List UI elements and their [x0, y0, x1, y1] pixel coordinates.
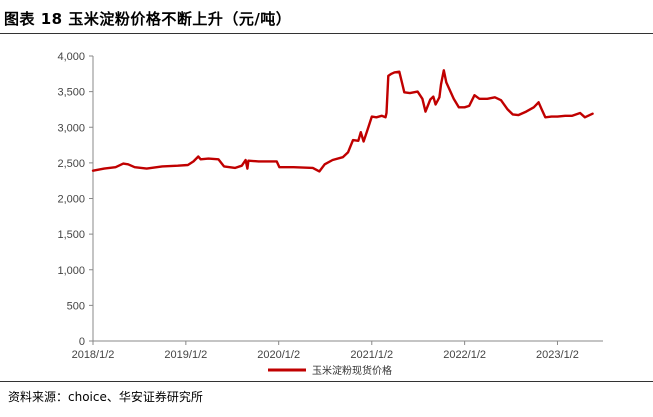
y-tick-label: 1,500 — [57, 229, 85, 241]
y-tick-label: 2,000 — [57, 194, 85, 206]
y-tick-label: 0 — [79, 336, 85, 348]
line-chart: 05001,0001,5002,0002,5003,0003,5004,000 … — [57, 51, 603, 377]
x-tick-label: 2018/1/2 — [72, 349, 115, 361]
source-note: 资料来源：choice、华安证券研究所 — [8, 390, 203, 404]
top-rule — [0, 33, 653, 34]
legend: 玉米淀粉现货价格 — [268, 364, 392, 377]
y-tick-label: 3,000 — [57, 122, 85, 134]
bottom-rule — [0, 381, 653, 382]
x-tick-label: 2020/1/2 — [257, 349, 300, 361]
plot-area — [91, 69, 594, 173]
x-tick-label: 2023/1/2 — [536, 349, 579, 361]
y-tick-label: 2,500 — [57, 158, 85, 170]
y-tick-label: 500 — [67, 300, 85, 312]
legend-label: 玉米淀粉现货价格 — [312, 364, 392, 377]
series-line — [91, 69, 594, 173]
y-tick-label: 1,000 — [57, 265, 85, 277]
x-axis: 2018/1/2 2019/1/2 2020/1/2 2021/1/2 2022/1/2… — [72, 340, 603, 361]
y-tick-label: 4,000 — [57, 51, 85, 63]
y-tick-label: 3,500 — [57, 87, 85, 99]
chart-title: 图表 18 玉米淀粉价格不断上升（元/吨） — [4, 10, 292, 28]
x-tick-label: 2019/1/2 — [164, 349, 207, 361]
x-tick-label: 2022/1/2 — [443, 349, 486, 361]
x-tick-label: 2021/1/2 — [350, 349, 393, 361]
y-axis: 0 500 1,000 1,500 2,000 2,500 3,000 3,500 4,000 — [57, 51, 94, 348]
